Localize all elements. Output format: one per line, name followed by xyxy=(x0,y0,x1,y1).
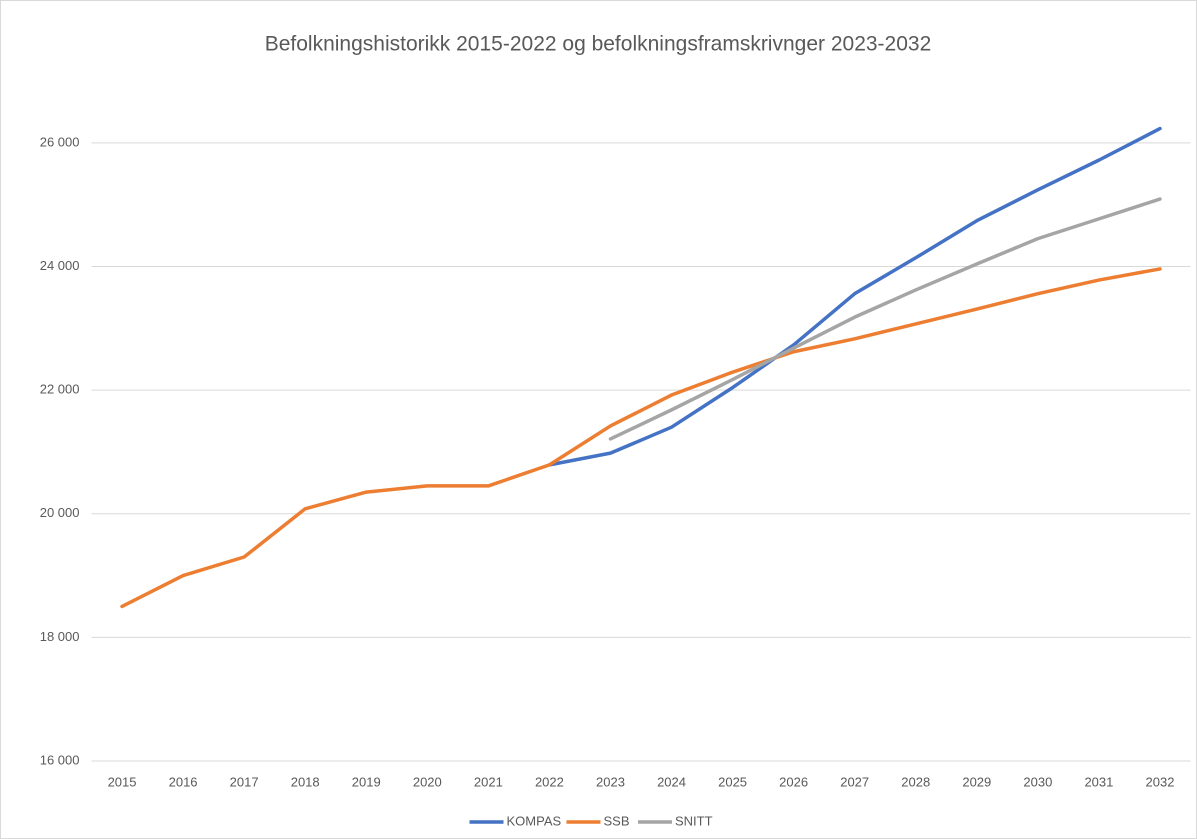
x-tick-label: 2019 xyxy=(352,774,381,789)
legend-label: KOMPAS xyxy=(507,813,562,828)
y-tick-label: 18 000 xyxy=(40,629,80,644)
x-tick-label: 2027 xyxy=(840,774,869,789)
x-tick-label: 2032 xyxy=(1146,774,1175,789)
x-tick-label: 2023 xyxy=(596,774,625,789)
x-tick-label: 2017 xyxy=(230,774,259,789)
y-tick-label: 24 000 xyxy=(40,258,80,273)
x-tick-label: 2016 xyxy=(169,774,198,789)
x-tick-label: 2026 xyxy=(779,774,808,789)
series-line xyxy=(547,126,1162,467)
series-line xyxy=(120,267,1162,609)
x-tick-label: 2021 xyxy=(474,774,503,789)
y-tick-label: 26 000 xyxy=(40,134,80,149)
x-tick-label: 2029 xyxy=(962,774,991,789)
x-tick-label: 2025 xyxy=(718,774,747,789)
x-tick-label: 2031 xyxy=(1084,774,1113,789)
x-tick-label: 2020 xyxy=(413,774,442,789)
x-tick-label: 2028 xyxy=(901,774,930,789)
chart-title: Befolkningshistorikk 2015-2022 og befolk… xyxy=(265,33,932,56)
x-tick-label: 2024 xyxy=(657,774,686,789)
x-tick-label: 2015 xyxy=(108,774,137,789)
x-tick-label: 2022 xyxy=(535,774,564,789)
series-line xyxy=(608,197,1162,441)
y-tick-label: 20 000 xyxy=(40,505,80,520)
y-tick-label: 22 000 xyxy=(40,382,80,397)
legend-label: SNITT xyxy=(675,813,713,828)
x-tick-label: 2030 xyxy=(1023,774,1052,789)
y-tick-label: 16 000 xyxy=(40,752,80,767)
x-tick-label: 2018 xyxy=(291,774,320,789)
legend-label: SSB xyxy=(604,813,630,828)
